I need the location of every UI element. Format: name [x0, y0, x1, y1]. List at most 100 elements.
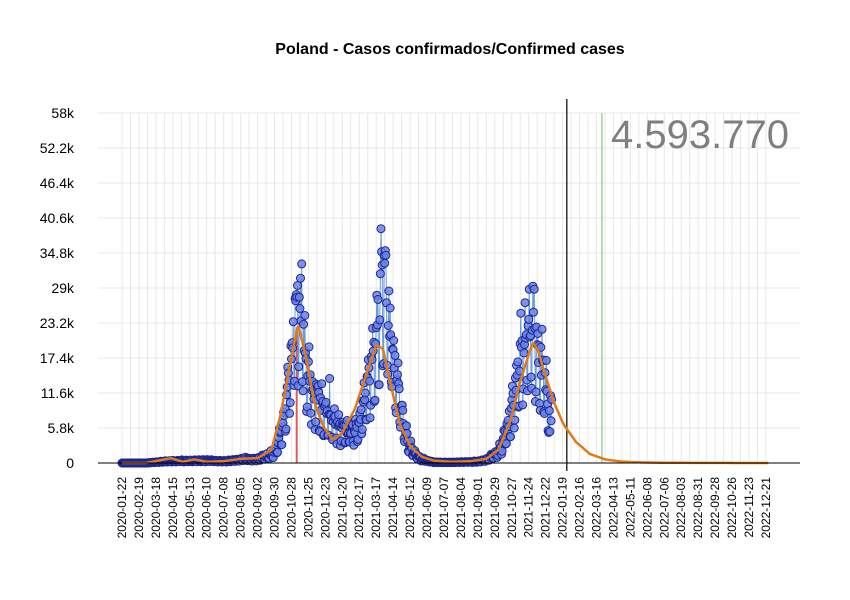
observed-point [293, 281, 302, 290]
y-tick-label: 58k [51, 105, 75, 121]
observed-point [300, 311, 310, 320]
observed-point [520, 298, 530, 308]
reference-markers [295, 99, 603, 471]
observed-point [509, 423, 519, 433]
red-marker-band [295, 330, 298, 463]
observed-point [402, 421, 411, 431]
observed-point [334, 410, 344, 420]
x-tick-label: 2021-03-17 [369, 477, 383, 539]
x-tick-label: 2020-02-19 [132, 477, 146, 539]
observed-point [295, 304, 305, 313]
y-tick-label: 23.2k [40, 315, 75, 331]
observed-point [294, 362, 304, 372]
axes: 0 5.8k 11.6k 17.4k 23.2k 29k 34.8k 40.6k 46.4k 52… [40, 105, 800, 538]
observed-point [390, 350, 400, 360]
x-tick-label: 2020-09-30 [268, 477, 282, 539]
observed-point [381, 250, 391, 260]
x-tick-label: 2020-03-18 [149, 477, 163, 539]
observed-point [544, 406, 554, 416]
y-tick-label: 46.4k [40, 175, 75, 191]
observed-point [519, 348, 529, 358]
observed-series [117, 224, 557, 468]
chart-title: Poland - Casos confirmados/Confirmed cas… [275, 41, 625, 58]
y-tick-label: 5.8k [48, 420, 75, 436]
observed-point [277, 440, 287, 450]
observed-point [545, 427, 555, 437]
observed-point [285, 408, 295, 418]
x-tick-label: 2022-08-31 [691, 477, 705, 539]
y-tick-label: 17.4k [40, 350, 75, 366]
observed-point [304, 342, 314, 352]
x-tick-label: 2021-12-22 [539, 477, 553, 539]
x-tick-label: 2022-03-16 [589, 477, 603, 539]
x-tick-label: 2020-11-25 [301, 477, 315, 538]
observed-point [541, 355, 551, 365]
observed-point [299, 319, 309, 329]
observed-point [306, 408, 316, 418]
observed-point [357, 424, 367, 434]
x-tick-label: 2020-10-28 [284, 477, 298, 539]
x-tick-label: 2021-01-20 [335, 477, 349, 539]
observed-point [531, 387, 541, 397]
total-cases-label: 4.593.770 [611, 113, 789, 157]
y-tick-label: 52.2k [40, 140, 75, 156]
x-tick-label: 2021-04-14 [386, 477, 400, 539]
observed-point [375, 315, 385, 325]
observed-point [373, 295, 383, 304]
observed-point [273, 447, 282, 457]
observed-point [321, 397, 331, 407]
observed-point [297, 259, 307, 269]
x-tick-label: 2021-09-01 [471, 477, 485, 539]
observed-point [383, 321, 393, 330]
observed-point [524, 314, 534, 324]
y-tick-label: 11.6k [41, 385, 75, 401]
x-tick-label: 2021-02-17 [352, 477, 366, 539]
x-tick-label: 2020-06-10 [200, 477, 214, 539]
x-tick-label: 2022-12-21 [759, 477, 773, 539]
x-tick-label: 2022-05-11 [623, 477, 637, 538]
observed-point [294, 292, 304, 302]
grid-lines [98, 112, 800, 463]
observed-point [298, 386, 308, 396]
x-tick-label: 2022-07-06 [657, 477, 671, 539]
observed-point [365, 376, 374, 386]
observed-point [389, 336, 399, 345]
x-tick-label: 2021-05-12 [403, 477, 417, 539]
y-tick-label: 29k [51, 280, 75, 296]
observed-point [384, 286, 394, 296]
observed-point [398, 405, 408, 415]
observed-point [385, 303, 395, 313]
observed-point [537, 324, 547, 334]
x-tick-label: 2020-09-02 [251, 477, 265, 539]
x-tick-label: 2021-11-24 [522, 477, 536, 538]
observed-point [518, 400, 528, 410]
observed-point [529, 307, 538, 317]
observed-point [529, 284, 539, 294]
x-tick-label: 2022-02-16 [573, 477, 587, 539]
observed-point [365, 413, 375, 423]
x-tick-label: 2022-06-08 [640, 477, 654, 539]
observed-point [513, 357, 523, 367]
observed-point [356, 405, 366, 415]
observed-point [288, 317, 298, 327]
observed-point [370, 395, 380, 405]
observed-point [317, 379, 327, 389]
x-tick-label: 2021-10-27 [505, 477, 519, 539]
fitted-series [121, 325, 769, 465]
x-tick-label: 2021-07-07 [437, 477, 451, 539]
observed-point [546, 416, 556, 426]
observed-point [526, 372, 536, 382]
observed-point [392, 370, 402, 380]
x-tick-label: 2022-08-03 [674, 477, 688, 539]
x-tick-label: 2020-01-22 [115, 477, 129, 539]
x-tick-label: 2022-10-26 [725, 477, 739, 539]
observed-point [376, 224, 386, 234]
observed-point [380, 258, 390, 268]
observed-point [285, 398, 295, 408]
observed-point [296, 273, 305, 283]
observed-point [311, 417, 321, 427]
observed-point [374, 380, 384, 390]
x-tick-label: 2020-12-23 [318, 477, 332, 539]
x-tick-label: 2020-08-05 [234, 477, 248, 539]
